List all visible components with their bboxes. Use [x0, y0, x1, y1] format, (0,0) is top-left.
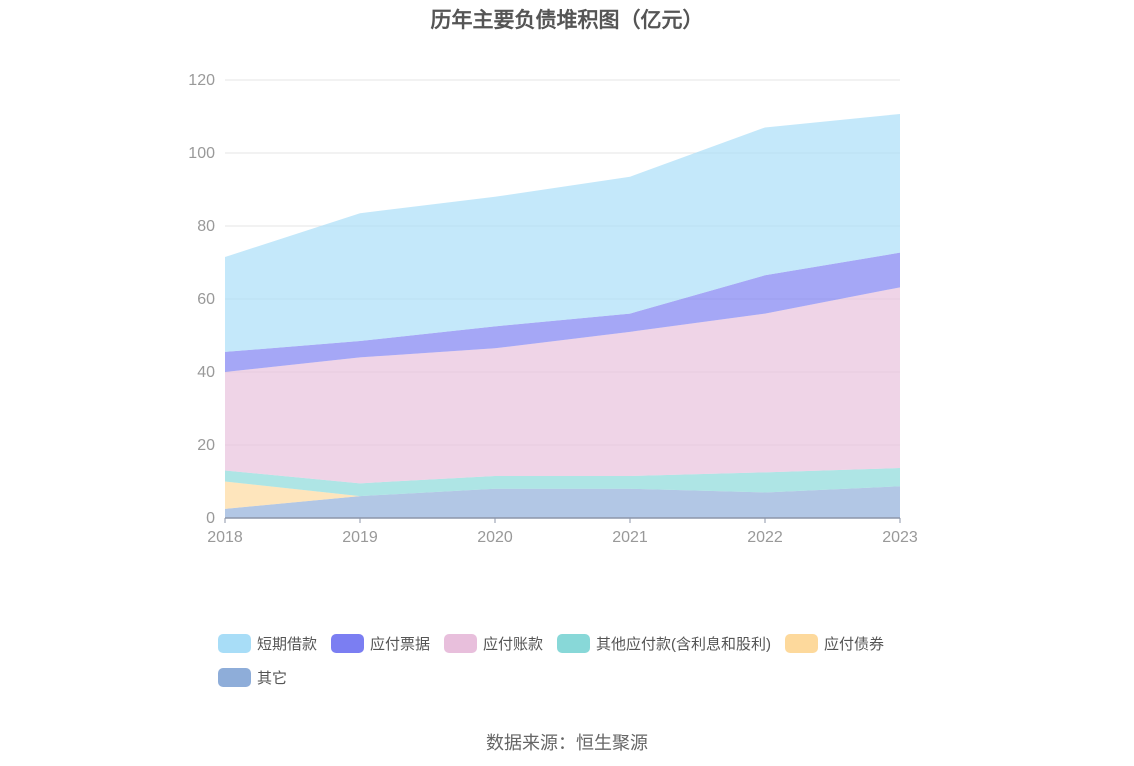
- stacked-area-chart: 0 20 40 60 80 100 120 2018 2019 2020 2021 2022 2023: [188, 72, 918, 546]
- legend-label: 其它: [257, 669, 288, 687]
- y-tick-label: 20: [197, 437, 215, 454]
- legend-swatch: [331, 633, 365, 653]
- legend-swatch: [218, 633, 251, 653]
- legend-item[interactable]: 其它: [218, 666, 287, 688]
- y-tick-label: 40: [197, 364, 215, 381]
- y-tick-label: 60: [197, 291, 215, 308]
- y-axis: 0 20 40 60 80 100 120: [188, 72, 215, 527]
- area-series-4[interactable]: [225, 252, 900, 372]
- legend-item[interactable]: 应付票据: [331, 632, 430, 654]
- area-series-0[interactable]: [225, 486, 900, 518]
- legend-item[interactable]: 其他应付款(含利息和股利): [557, 632, 771, 654]
- x-axis: 2018 2019 2020 2021 2022 2023: [207, 517, 918, 546]
- legend-swatch: [218, 667, 251, 687]
- area-series-group: [225, 113, 900, 518]
- x-tick-label: 2023: [882, 529, 918, 546]
- legend-label: 应付账款: [483, 635, 544, 653]
- area-series-2[interactable]: [225, 468, 900, 497]
- y-tick-label: 100: [188, 145, 215, 162]
- y-tick-label: 80: [197, 218, 215, 235]
- legend-label: 其他应付款(含利息和股利): [596, 635, 772, 653]
- chart-title: 历年主要负债堆积图（亿元）: [430, 9, 704, 32]
- area-series-3[interactable]: [225, 287, 900, 484]
- legend-label: 应付债券: [824, 635, 885, 653]
- x-tick-label: 2020: [477, 529, 513, 546]
- legend-label: 短期借款: [257, 635, 318, 653]
- legend-swatch: [444, 633, 478, 653]
- area-series-5[interactable]: [225, 113, 900, 352]
- legend-item[interactable]: 应付债券: [785, 632, 884, 654]
- legend-swatch: [785, 633, 819, 653]
- x-tick-label: 2021: [612, 529, 648, 546]
- x-tick-label: 2019: [342, 529, 378, 546]
- legend-swatch: [557, 633, 591, 653]
- legend: 短期借款 应付票据 应付账款 其他应付款(含利息和股利) 应付债券其它: [218, 632, 938, 688]
- source-note: 数据来源：恒生聚源: [486, 733, 648, 753]
- legend-item[interactable]: 短期借款: [218, 632, 317, 654]
- x-tick-label: 2022: [747, 529, 783, 546]
- y-tick-label: 120: [188, 72, 215, 89]
- legend-label: 应付票据: [370, 635, 431, 653]
- legend-item[interactable]: 应付账款: [444, 632, 543, 654]
- y-tick-label: 0: [206, 510, 215, 527]
- x-tick-label: 2018: [207, 529, 243, 546]
